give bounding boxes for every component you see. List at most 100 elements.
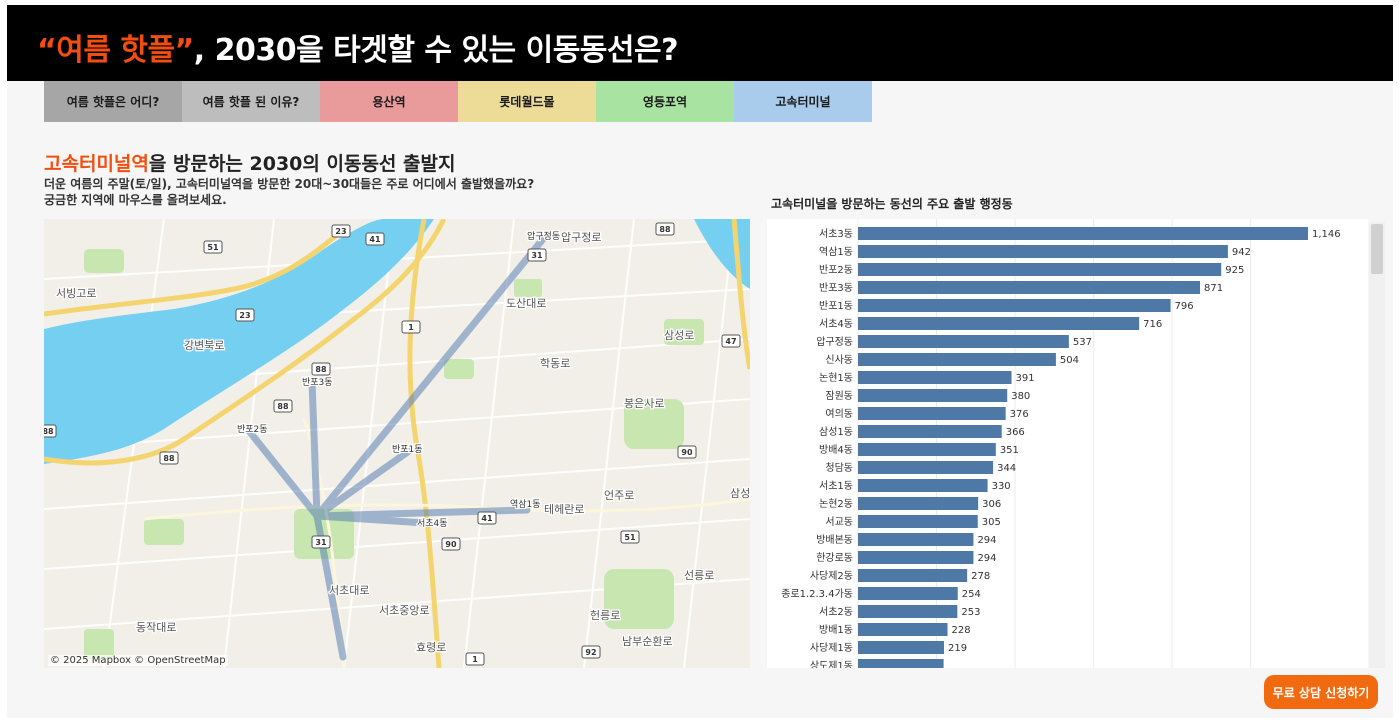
value-label: 376 — [1010, 409, 1029, 420]
bar-21[interactable] — [858, 587, 958, 600]
category-label: 잠원동 — [825, 390, 853, 402]
bar-1[interactable] — [858, 227, 1308, 240]
value-label: 716 — [1143, 319, 1162, 330]
category-label: 삼성1동 — [819, 426, 853, 438]
bar-18[interactable] — [858, 533, 974, 546]
category-label: 압구정동 — [816, 335, 853, 348]
bar-3[interactable] — [858, 263, 1222, 276]
road-label: 삼성로 — [664, 329, 694, 342]
road-label: 학동로 — [540, 357, 570, 370]
value-label: 1,146 — [1312, 229, 1341, 240]
tab-hotplace-where[interactable]: 여름 핫플은 어디? — [44, 81, 182, 122]
tab-lotteworld-mall[interactable]: 롯데월드몰 — [458, 81, 596, 122]
bar-14[interactable] — [858, 461, 994, 474]
category-label: 서초2동 — [819, 606, 853, 618]
value-label: 366 — [1006, 427, 1025, 438]
bar-24[interactable] — [858, 641, 944, 654]
bar-10[interactable] — [858, 389, 1008, 402]
road-label: 언주로 — [604, 489, 634, 502]
value-label: 305 — [982, 517, 1001, 528]
nav-tabs: 여름 핫플은 어디? 여름 핫플 된 이유? 용산역 롯데월드몰 영등포역 고속… — [44, 81, 872, 122]
road-shield: 88 — [44, 427, 54, 436]
district-label: 역삼1동 — [510, 499, 541, 510]
chart-scrollbar[interactable] — [1369, 222, 1385, 668]
bar-4[interactable] — [858, 281, 1201, 294]
bar-19[interactable] — [858, 551, 974, 564]
value-label: 254 — [962, 589, 981, 600]
description-line-1: 더운 여름의 주말(토/일), 고속터미널역을 방문한 20대~30대들은 주로… — [44, 177, 535, 191]
category-label: 상도제1동 — [810, 660, 853, 668]
road-shield: 1 — [408, 323, 414, 332]
road-shield: 41 — [481, 514, 493, 523]
category-label: 서초4동 — [819, 318, 853, 330]
bar-7[interactable] — [858, 335, 1069, 348]
road-shield: 90 — [681, 448, 693, 457]
tab-express-terminal[interactable]: 고속터미널 — [734, 81, 872, 122]
road-shield: 51 — [624, 533, 636, 542]
scrollbar-thumb[interactable] — [1371, 224, 1383, 274]
category-label: 방배4동 — [819, 444, 853, 456]
bar-20[interactable] — [858, 569, 968, 582]
bar-15[interactable] — [858, 479, 988, 492]
road-shield: 41 — [369, 235, 381, 244]
bar-25[interactable] — [858, 659, 944, 668]
free-consultation-button[interactable]: 무료 상담 신청하기 — [1264, 675, 1378, 709]
category-label: 신사동 — [825, 354, 853, 366]
bar-23[interactable] — [858, 623, 948, 636]
category-label: 청담동 — [825, 462, 853, 474]
bar-11[interactable] — [858, 407, 1006, 420]
chart-title: 고속터미널을 방문하는 동선의 주요 출발 행정동 — [771, 197, 1013, 211]
bar-12[interactable] — [858, 425, 1002, 438]
bar-17[interactable] — [858, 515, 978, 528]
road-label: 도산대로 — [506, 297, 546, 310]
bar-chart-canvas: 서초3동 1,146 역삼1동 942 반포2동 925 반포3동 871 반포1동 796 서초4… — [781, 219, 1341, 668]
road-shield: 88 — [659, 225, 671, 234]
value-label: 942 — [1232, 247, 1251, 258]
bar-5[interactable] — [858, 299, 1171, 312]
value-label: 294 — [977, 535, 996, 546]
category-label: 서교동 — [825, 516, 853, 528]
bar-chart[interactable]: 서초3동 1,146 역삼1동 942 반포2동 925 반포3동 871 반포1동 796 서초4… — [767, 219, 1368, 668]
road-shield: 88 — [277, 402, 289, 411]
section-title: 고속터미널역을 방문하는 2030의 이동동선 출발지 — [44, 149, 455, 176]
bar-13[interactable] — [858, 443, 996, 456]
bar-6[interactable] — [858, 317, 1140, 330]
value-label: 253 — [961, 607, 980, 618]
road-label: 서초대로 — [329, 584, 369, 597]
category-label: 반포1동 — [819, 300, 853, 312]
category-label: 서초1동 — [819, 480, 853, 492]
category-label: 여의동 — [825, 408, 853, 420]
tab-yongsan[interactable]: 용산역 — [320, 81, 458, 122]
value-label: 504 — [1060, 355, 1079, 366]
district-label: 반포1동 — [392, 444, 423, 455]
road-shield: 23 — [239, 311, 250, 320]
map-canvas: 압구정동 반포3동 반포2동 반포1동 역삼1동 서초4동 압구정로 서빙고로 … — [44, 219, 750, 668]
description-line-2: 궁금한 지역에 마우스를 올려보세요. — [44, 193, 227, 207]
value-label: 391 — [1016, 373, 1035, 384]
category-label: 논현2동 — [819, 498, 853, 510]
road-label: 서빙고로 — [56, 287, 96, 300]
category-label: 역삼1동 — [819, 246, 853, 258]
tab-hotplace-why[interactable]: 여름 핫플 된 이유? — [182, 81, 320, 122]
road-label: 삼성로 — [730, 487, 750, 500]
section-description: 더운 여름의 주말(토/일), 고속터미널역을 방문한 20대~30대들은 주로… — [44, 176, 534, 208]
bar-16[interactable] — [858, 497, 979, 510]
map-attribution[interactable]: © 2025 Mapbox © OpenStreetMap — [48, 655, 228, 666]
bar-8[interactable] — [858, 353, 1056, 366]
road-shield: 1 — [472, 655, 478, 664]
road-label: 압구정로 — [561, 231, 601, 244]
bar-9[interactable] — [858, 371, 1012, 384]
title-highlight: “여름 핫플” — [37, 33, 194, 68]
page-header: “여름 핫플”, 2030을 타겟할 수 있는 이동동선은? — [7, 5, 1393, 81]
section-title-rest: 을 방문하는 2030의 이동동선 출발지 — [148, 153, 456, 175]
category-label: 반포2동 — [819, 264, 853, 276]
flow-map[interactable]: 압구정동 반포3동 반포2동 반포1동 역삼1동 서초4동 압구정로 서빙고로 … — [44, 219, 750, 668]
road-label: 남부순환로 — [622, 635, 673, 648]
tab-yeongdeungpo[interactable]: 영등포역 — [596, 81, 734, 122]
value-label: 306 — [982, 499, 1001, 510]
bar-2[interactable] — [858, 245, 1228, 258]
value-label: 330 — [992, 481, 1011, 492]
bar-22[interactable] — [858, 605, 958, 618]
road-label: 선릉로 — [684, 569, 714, 582]
value-label: 219 — [948, 643, 967, 654]
